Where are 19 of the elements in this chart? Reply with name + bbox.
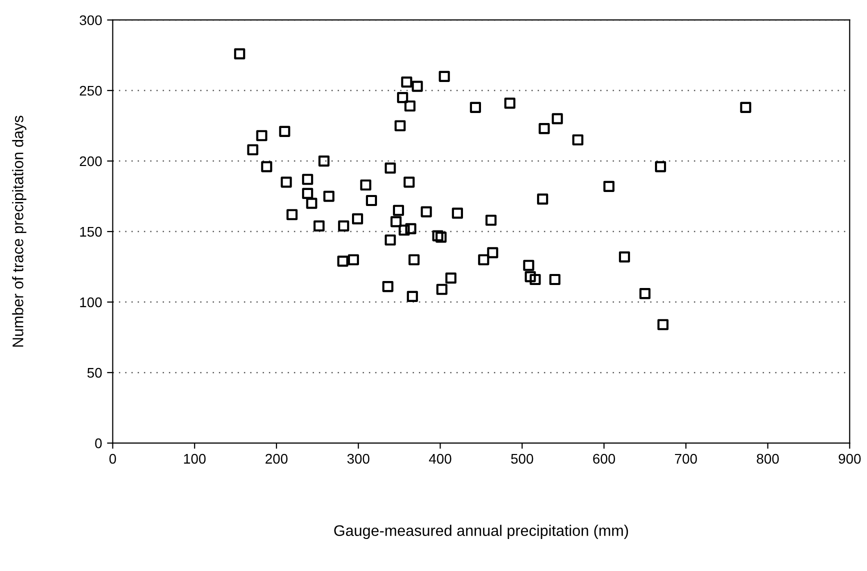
x-axis-title: Gauge-measured annual precipitation (mm): [334, 524, 628, 540]
x-tick-label: 300: [347, 454, 370, 464]
y-tick-label: 50: [87, 368, 102, 378]
x-tick-label: 0: [109, 454, 116, 464]
y-tick-label: 250: [80, 86, 102, 96]
x-tick-label: 500: [511, 454, 534, 464]
x-tick-label: 600: [593, 454, 616, 464]
x-tick-label: 800: [756, 454, 779, 464]
x-tick-label: 900: [838, 454, 861, 464]
y-tick-label: 200: [80, 156, 102, 166]
y-tick-label: 300: [80, 15, 102, 26]
x-tick-label: 100: [184, 454, 206, 464]
y-tick-label: 150: [80, 226, 102, 237]
y-tick-label: 0: [95, 438, 102, 448]
x-tick-label: 400: [428, 454, 452, 464]
y-tick-label: 100: [80, 297, 102, 308]
y-axis-title: Number of trace precipitation days: [12, 116, 26, 347]
x-tick-label: 700: [675, 454, 697, 464]
x-tick-label: 200: [266, 454, 288, 464]
